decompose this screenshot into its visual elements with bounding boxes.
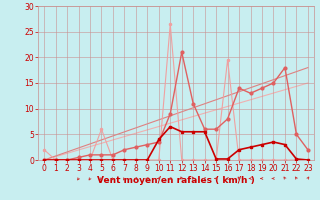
X-axis label: Vent moyen/en rafales ( km/h ): Vent moyen/en rafales ( km/h ) xyxy=(97,176,255,185)
